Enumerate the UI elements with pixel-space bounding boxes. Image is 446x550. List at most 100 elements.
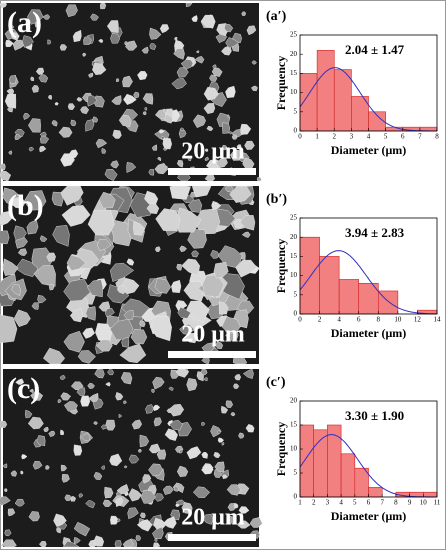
- particle: [88, 393, 99, 403]
- bar: [299, 424, 314, 498]
- x-tick-label: 6: [401, 133, 405, 141]
- x-tick-label: 7: [418, 133, 422, 141]
- particle: [256, 177, 262, 182]
- particle: [63, 278, 92, 302]
- particle: [63, 330, 85, 353]
- particle: [82, 327, 95, 339]
- particle: [251, 60, 257, 65]
- particle: [69, 308, 84, 323]
- particle: [123, 400, 127, 404]
- y-tick-label: 0: [294, 127, 298, 135]
- particle: [0, 210, 13, 227]
- particle: [187, 229, 207, 249]
- image-label: (c): [7, 372, 40, 405]
- scale-bar-label: 20 μm: [181, 139, 245, 165]
- particle: [0, 496, 11, 506]
- particle: [140, 489, 156, 504]
- particle: [86, 279, 104, 298]
- particle: [177, 306, 191, 319]
- particle: [110, 515, 119, 525]
- particle: [210, 249, 220, 259]
- particle: [92, 116, 98, 123]
- particle: [48, 284, 55, 291]
- y-tick-label: 20: [290, 397, 298, 405]
- particle: [233, 383, 240, 389]
- particle: [101, 465, 105, 470]
- x-tick-label: 5: [384, 133, 388, 141]
- particle: [107, 369, 114, 376]
- particle: [115, 392, 124, 401]
- particle: [152, 376, 165, 390]
- particle: [221, 405, 229, 414]
- particle: [116, 284, 127, 295]
- particle: [100, 424, 109, 430]
- particle: [85, 306, 96, 321]
- particle: [176, 263, 182, 271]
- particle: [95, 138, 108, 149]
- particle: [222, 122, 231, 134]
- particle: [5, 39, 14, 48]
- particle: [69, 149, 79, 160]
- particle: [28, 511, 40, 522]
- particle: [151, 388, 155, 393]
- particle: [80, 106, 90, 115]
- y-tick-label: 5: [294, 469, 298, 477]
- particle: [52, 225, 70, 247]
- particle: [60, 429, 64, 436]
- particle: [92, 62, 107, 75]
- particle: [46, 252, 56, 262]
- particle: [156, 449, 167, 460]
- particle: [78, 493, 84, 498]
- particle: [246, 25, 257, 36]
- particle: [24, 409, 33, 419]
- y-tick-label: 10: [290, 88, 298, 96]
- particle: [122, 538, 135, 548]
- particle: [200, 368, 208, 376]
- particle: [116, 518, 121, 523]
- particle: [183, 281, 206, 302]
- x-tick-label: 5: [353, 499, 357, 507]
- particle: [137, 449, 142, 453]
- particle: [139, 512, 146, 519]
- bar: [340, 453, 356, 498]
- particle: [17, 248, 28, 257]
- particle: [183, 332, 199, 344]
- particle: [179, 127, 185, 131]
- particle: [11, 31, 20, 41]
- particle: [112, 129, 122, 139]
- particle: [6, 106, 13, 113]
- particle: [95, 339, 113, 352]
- y-tick-label: 25: [290, 214, 298, 222]
- particle: [173, 48, 185, 60]
- particle: [157, 156, 162, 162]
- particle: [224, 23, 234, 33]
- particle: [0, 2, 7, 9]
- particle: [176, 465, 189, 478]
- particle: [32, 460, 43, 470]
- particle: [215, 157, 228, 168]
- particle: [3, 488, 8, 492]
- particle: [120, 372, 133, 385]
- particle: [178, 129, 187, 139]
- particle: [26, 219, 39, 235]
- particle: [114, 540, 122, 548]
- particle: [245, 424, 255, 433]
- particle: [149, 27, 162, 40]
- x-tick-label: 4: [367, 133, 371, 141]
- particle: [4, 529, 12, 537]
- particle: [146, 203, 160, 215]
- particle: [62, 540, 80, 548]
- particle: [81, 433, 91, 442]
- particle: [11, 284, 21, 297]
- particle: [48, 430, 56, 437]
- bar: [368, 487, 383, 498]
- particle: [192, 114, 206, 128]
- particle: [54, 102, 59, 106]
- particle: [230, 412, 236, 417]
- particle: [36, 435, 46, 447]
- particle: [45, 465, 50, 470]
- particle: [0, 170, 12, 182]
- particle: [30, 391, 44, 401]
- x-tick-label: 2: [318, 316, 322, 324]
- particle: [118, 413, 123, 418]
